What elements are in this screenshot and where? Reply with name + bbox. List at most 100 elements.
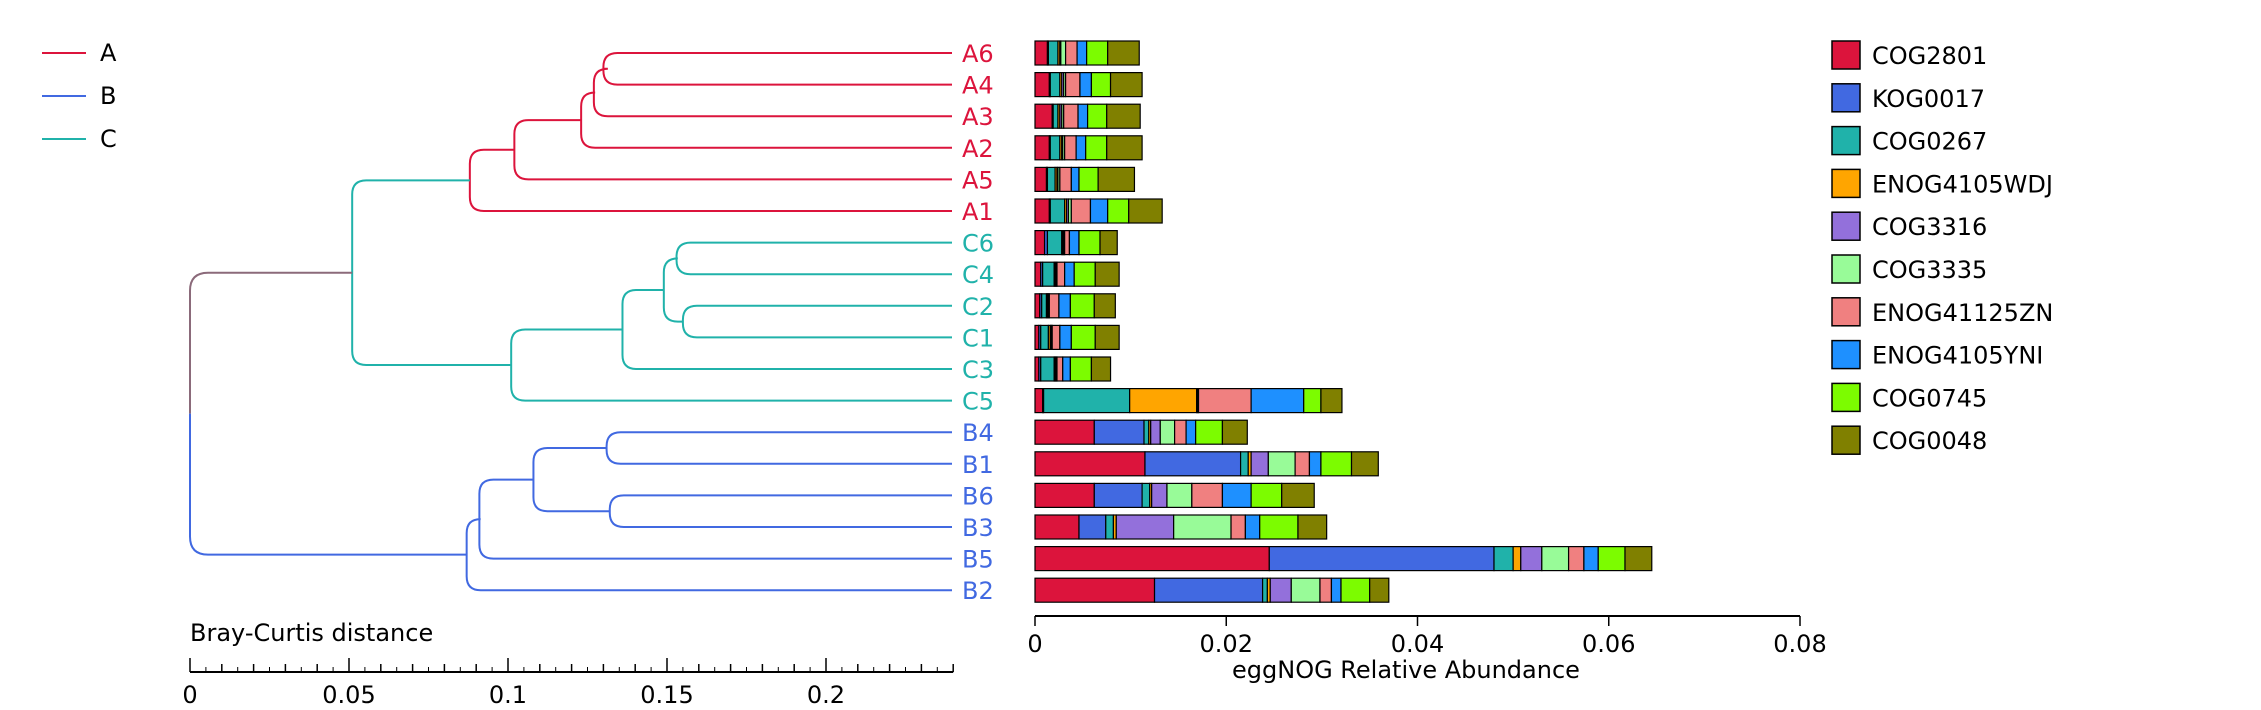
leaf-label-B6: B6 bbox=[962, 482, 994, 510]
bar-segment-A4-COG0745 bbox=[1090, 71, 1112, 98]
legend-label-ENOG4105WDJ: ENOG4105WDJ bbox=[1872, 170, 2053, 198]
bar-segment-B1-COG0745 bbox=[1320, 451, 1353, 477]
bar-segment-C5-COG0745 bbox=[1303, 388, 1322, 414]
bar-segment-A3-COG0048 bbox=[1106, 103, 1141, 129]
dendrogram-branch-m2 bbox=[592, 67, 952, 118]
leaf-label-B3: B3 bbox=[962, 514, 994, 542]
bar-segment-B3-COG2801 bbox=[1034, 514, 1080, 540]
bar-segment-A4-COG2801 bbox=[1034, 71, 1050, 98]
bar-segment-A4-COG0267 bbox=[1049, 71, 1061, 98]
bar-segment-C6-COG0048 bbox=[1099, 230, 1118, 256]
bar-x-axis: eggNOG Relative Abundance 0 0.02 0.04 0.06 0… bbox=[1027, 615, 1827, 684]
bar-segment-B5-COG0267 bbox=[1493, 545, 1514, 572]
bar-segment-C1-COG0267 bbox=[1040, 324, 1049, 350]
bar-segment-C4-ENOG41125ZN bbox=[1056, 261, 1066, 287]
legend-swatch-COG0267 bbox=[1831, 125, 1861, 156]
bar-segment-C5-ENOG4105WDJ bbox=[1129, 388, 1198, 414]
bar-segment-A5-COG0048 bbox=[1097, 166, 1136, 192]
leaf-label-C4: C4 bbox=[962, 261, 994, 289]
bar-segment-C1-ENOG41125ZN bbox=[1051, 324, 1061, 350]
bar-segment-B3-COG0048 bbox=[1297, 514, 1328, 540]
dendrogram-branch-m3 bbox=[580, 91, 952, 149]
legend-swatch-KOG0017 bbox=[1831, 83, 1861, 113]
bar-segment-A6-COG3335 bbox=[1060, 40, 1067, 66]
bar-segment-B4-COG3335 bbox=[1159, 419, 1176, 445]
bar-segment-B6-ENOG4105YNI bbox=[1221, 482, 1252, 508]
bar-segment-A3-ENOG41125ZN bbox=[1063, 103, 1079, 129]
bar-segment-A1-COG2801 bbox=[1034, 198, 1050, 224]
bar-segment-B1-COG0267 bbox=[1239, 451, 1249, 477]
legend-label-COG3316: COG3316 bbox=[1872, 213, 1987, 241]
bar-segment-A3-COG2801 bbox=[1034, 103, 1053, 129]
bar-segment-B4-ENOG41125ZN bbox=[1174, 419, 1187, 445]
bar-segment-A6-COG2801 bbox=[1034, 40, 1049, 66]
bar-segment-B3-COG3316 bbox=[1115, 514, 1175, 540]
bar-segment-A1-ENOG4105YNI bbox=[1089, 198, 1109, 224]
bar-segment-B6-COG3316 bbox=[1151, 482, 1168, 508]
bar-segment-A3-COG0745 bbox=[1086, 103, 1108, 129]
leaf-label-A5: A5 bbox=[962, 166, 994, 194]
dendrogram-tick-label: 0.1 bbox=[489, 681, 527, 709]
dendrogram-tick-label: 0.15 bbox=[640, 681, 693, 709]
legend-label-A: A bbox=[100, 39, 117, 67]
bar-segment-C4-ENOG4105YNI bbox=[1064, 261, 1075, 287]
bar-segment-C4-COG0745 bbox=[1073, 261, 1096, 287]
legend-swatch-COG3316 bbox=[1831, 211, 1861, 241]
bar-segment-C4-COG0048 bbox=[1094, 261, 1120, 287]
dendrogram bbox=[189, 52, 952, 592]
bar-segment-C5-COG0267 bbox=[1043, 388, 1131, 414]
bar-segment-C2-ENOG4105YNI bbox=[1058, 293, 1071, 319]
bar-segment-B5-ENOG41125ZN bbox=[1567, 545, 1585, 572]
legend-swatch-COG3335 bbox=[1831, 254, 1861, 284]
bar-segment-B3-ENOG41125ZN bbox=[1230, 514, 1246, 540]
dendrogram-branch-m5 bbox=[675, 241, 952, 276]
bar-segment-B1-COG2801 bbox=[1034, 451, 1146, 477]
bar-segment-C1-COG0048 bbox=[1094, 324, 1120, 350]
legend-swatch-COG0745 bbox=[1831, 382, 1861, 413]
bar-segment-A6-ENOG41125ZN bbox=[1064, 40, 1078, 66]
bar-segment-B5-COG2801 bbox=[1034, 545, 1270, 572]
bar-segment-A3-ENOG4105YNI bbox=[1077, 103, 1089, 129]
dendrogram-branch-mB bbox=[465, 518, 952, 592]
bar-segment-B3-COG0267 bbox=[1105, 514, 1115, 540]
bar-segment-A4-COG0048 bbox=[1109, 71, 1143, 98]
bar-segment-B4-KOG0017 bbox=[1093, 419, 1145, 445]
bar-segment-C6-COG2801 bbox=[1034, 230, 1046, 256]
bar-segment-B2-COG0267 bbox=[1261, 577, 1268, 603]
dendrogram-branch-m6 bbox=[681, 304, 952, 339]
leaf-label-A6: A6 bbox=[962, 40, 994, 68]
bar-segment-C4-COG2801 bbox=[1034, 261, 1042, 287]
bar-segment-B4-COG0267 bbox=[1143, 419, 1150, 445]
bar-segment-A4-ENOG4105YNI bbox=[1079, 71, 1093, 98]
leaf-label-C3: C3 bbox=[962, 356, 994, 384]
leaf-label-B2: B2 bbox=[962, 577, 994, 605]
bar-segment-B1-ENOG4105YNI bbox=[1308, 451, 1322, 477]
bar-segment-A1-COG0267 bbox=[1049, 198, 1066, 224]
leaf-label-A1: A1 bbox=[962, 198, 994, 226]
legend-label-COG0267: COG0267 bbox=[1872, 128, 1987, 156]
bar-segment-C6-COG0745 bbox=[1078, 230, 1101, 256]
bar-segment-C2-COG0745 bbox=[1069, 293, 1095, 319]
bar-segment-A6-COG0048 bbox=[1107, 40, 1140, 66]
bar-tick-label: 0.02 bbox=[1200, 630, 1253, 658]
legend-swatch-ENOG4105WDJ bbox=[1831, 168, 1861, 199]
bar-segment-B6-COG0048 bbox=[1281, 482, 1315, 508]
leaf-label-A3: A3 bbox=[962, 103, 994, 131]
bar-segment-C6-COG0267 bbox=[1046, 230, 1063, 256]
bar-segment-C3-ENOG4105YNI bbox=[1062, 356, 1071, 382]
bar-segment-A2-COG0048 bbox=[1106, 135, 1143, 161]
bar-segment-B6-COG2801 bbox=[1034, 482, 1095, 508]
bar-segment-B2-COG0745 bbox=[1340, 577, 1371, 603]
bar-segment-B3-KOG0017 bbox=[1078, 514, 1107, 540]
bar-segment-B5-ENOG4105WDJ bbox=[1512, 545, 1522, 572]
dendrogram-branch-mAC bbox=[351, 179, 512, 367]
leaf-label-C5: C5 bbox=[962, 388, 994, 416]
bar-segment-B4-COG2801 bbox=[1034, 419, 1095, 445]
bar-segment-C2-COG0048 bbox=[1093, 293, 1116, 319]
dendrogram-branch-m8 bbox=[621, 289, 952, 370]
dendrogram-root-branch-lower bbox=[189, 413, 467, 556]
bar-segment-C2-ENOG41125ZN bbox=[1048, 293, 1060, 319]
bar-tick-label: 0.06 bbox=[1582, 630, 1635, 658]
dendrogram-legend: ABC bbox=[42, 39, 117, 153]
